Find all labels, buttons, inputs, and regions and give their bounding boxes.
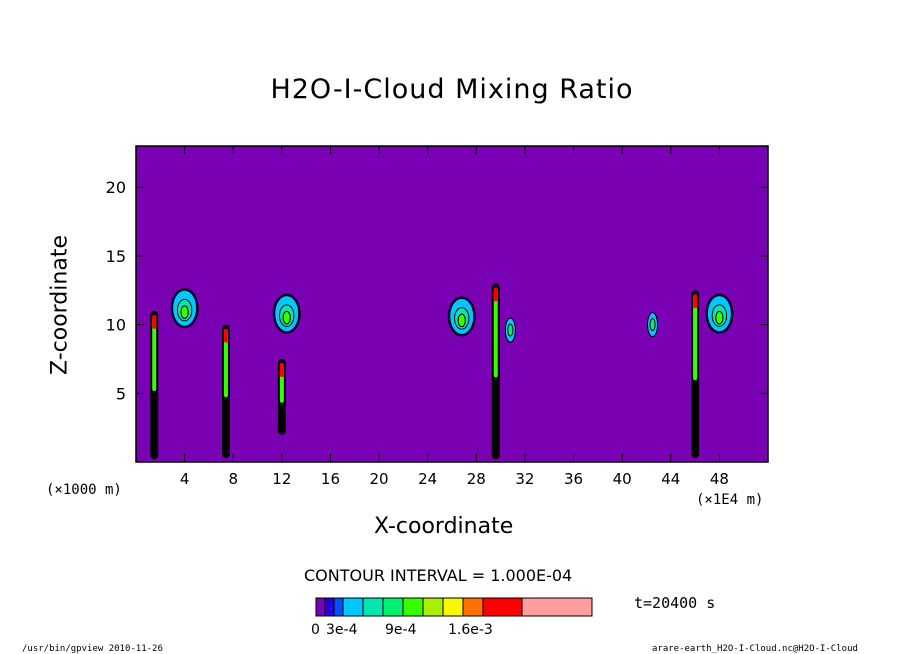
- colorbar: [315, 597, 593, 617]
- plot-frame: [135, 145, 769, 463]
- x-tick-label-4: 4: [180, 470, 190, 488]
- footer-right: arare-earth_H2O-I-Cloud.nc@H2O-I-Cloud: [652, 644, 858, 654]
- y-tick-label-15: 15: [106, 247, 126, 266]
- colorbar-swatch-3: [333, 597, 344, 617]
- column-2: [221, 324, 230, 458]
- colorbar-swatch-7: [402, 597, 424, 617]
- x-tick-label-28: 28: [467, 470, 486, 488]
- x-tick-label-12: 12: [272, 470, 291, 488]
- colorbar-swatch-10: [462, 597, 484, 617]
- colorbar-swatch-4: [342, 597, 364, 617]
- colorbar-label-2: 3e-4: [326, 622, 358, 638]
- x-tick-label-44: 44: [661, 470, 680, 488]
- x-tick-label-20: 20: [370, 470, 389, 488]
- column-4: [491, 283, 500, 460]
- colorbar-label-4: 1.6e-3: [448, 622, 493, 638]
- colorbar-swatch-9: [442, 597, 464, 617]
- column-5: [691, 290, 700, 458]
- colorbar-label-3: 9e-4: [385, 622, 417, 638]
- x-tick-label-32: 32: [515, 470, 534, 488]
- colorbar-swatch-11: [482, 597, 523, 617]
- colorbar-swatch-2: [324, 597, 335, 617]
- cloud-1: [170, 288, 199, 329]
- cloud-group: [170, 288, 734, 343]
- colorbar-swatch-8: [422, 597, 444, 617]
- colorbar-swatch-5: [362, 597, 384, 617]
- y-axis-label: Z-coordinate: [47, 235, 73, 375]
- column-1: [150, 310, 159, 460]
- colorbar-label-1: 0: [311, 622, 320, 638]
- x-tick-label-48: 48: [710, 470, 729, 488]
- y-tick-label-20: 20: [106, 178, 126, 197]
- x-tick-label-40: 40: [613, 470, 632, 488]
- colorbar-swatch-12: [521, 597, 593, 617]
- cloud-3: [447, 296, 476, 337]
- cloud-5: [647, 312, 659, 338]
- footer-left: /usr/bin/gpview 2010-11-26: [22, 644, 163, 654]
- x-tick-label-24: 24: [418, 470, 437, 488]
- x-tick-label-8: 8: [228, 470, 238, 488]
- column-group: [150, 283, 700, 460]
- chart-title: H2O-I-Cloud Mixing Ratio: [270, 74, 634, 105]
- x-unit-right: (×1E4 m): [696, 492, 764, 508]
- x-axis: 4 8 12 16 20 24 28 32 36 40 44 48: [180, 146, 729, 488]
- time-label: t=20400 s: [634, 594, 716, 612]
- y-tick-label-5: 5: [116, 384, 126, 403]
- colorbar-swatch-6: [382, 597, 404, 617]
- cloud-6: [705, 293, 734, 334]
- y-axis: 5 10 15 20: [106, 178, 768, 403]
- colorbar-swatch-1: [315, 597, 326, 617]
- cloud-4: [504, 317, 516, 343]
- cloud-2: [272, 293, 301, 334]
- x-tick-label-16: 16: [321, 470, 340, 488]
- x-tick-label-36: 36: [564, 470, 583, 488]
- contour-interval: CONTOUR INTERVAL = 1.000E-04: [304, 566, 573, 585]
- y-tick-label-10: 10: [106, 316, 126, 335]
- column-3: [277, 358, 286, 435]
- x-axis-label: X-coordinate: [374, 514, 514, 539]
- x-unit-left: (×1000 m): [46, 482, 122, 498]
